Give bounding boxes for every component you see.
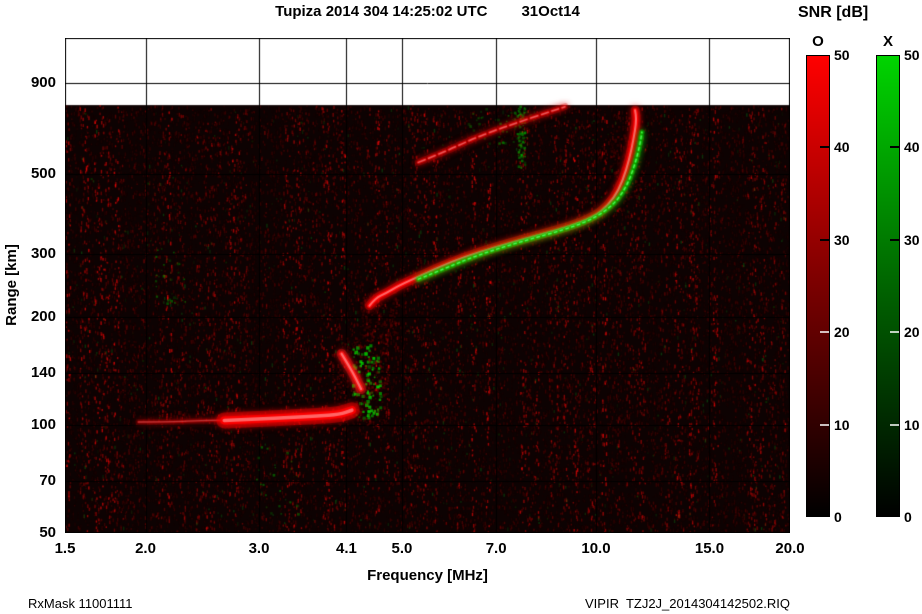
y-axis-tick-label: 100: [30, 416, 56, 434]
o-colorbar-tick-label: 30: [834, 231, 850, 248]
date-text: 31Oct14: [521, 3, 580, 20]
x-colorbar-tick-label: 0: [904, 509, 912, 525]
x-axis-tick-label: 20.0: [775, 540, 805, 557]
x-axis-tick-label: 2.0: [135, 540, 156, 557]
y-axis-tick-label: 300: [30, 244, 56, 262]
ionogram-plot-canvas: [65, 38, 790, 533]
o-colorbar-tick-label: 10: [834, 416, 850, 433]
x-axis-tick-label: 1.5: [54, 540, 76, 557]
x-axis-label: Frequency [MHz]: [367, 567, 488, 584]
y-axis-tick-label: 900: [30, 73, 56, 91]
colorbar-tick-dash: [890, 238, 899, 241]
o-snr-colorbar: [806, 55, 830, 517]
colorbar-tick-dash: [820, 331, 829, 334]
o-colorbar-tick-label: 40: [834, 139, 850, 156]
x-snr-colorbar: [876, 55, 900, 517]
o-colorbar-tick-label: 0: [834, 509, 842, 525]
y-axis-tick-label: 140: [30, 363, 56, 381]
x-colorbar-tick-label: 50: [904, 47, 920, 63]
colorbar-tick-dash: [820, 423, 829, 426]
x-colorbar-tick-label: 30: [904, 231, 920, 248]
o-colorbar-tick-label: 20: [834, 324, 850, 341]
y-axis-tick-label: 500: [30, 165, 56, 183]
rxmask-label: RxMask 11001111: [28, 596, 133, 611]
x-mode-label: X: [882, 33, 893, 50]
colorbar-tick-dash: [890, 423, 899, 426]
colorbar-tick-dash: [820, 238, 829, 241]
colorbar-title: SNR [dB]: [798, 4, 869, 21]
x-colorbar-tick-label: 10: [904, 416, 920, 433]
o-mode-label: O: [812, 33, 824, 50]
title-text: Tupiza 2014 304 14:25:02 UTC: [275, 3, 488, 20]
colorbar-tick-dash: [890, 331, 899, 334]
y-axis-tick-label: 200: [30, 308, 56, 326]
x-axis-tick-label: 3.0: [248, 540, 270, 557]
colorbar-tick-dash: [890, 146, 899, 149]
y-axis-tick-label: 70: [39, 471, 56, 489]
x-axis-tick-label: 7.0: [485, 540, 507, 557]
x-axis-tick-label: 4.1: [336, 540, 357, 557]
y-axis-label: Range [km]: [3, 244, 20, 326]
x-axis-tick-label: 5.0: [391, 540, 413, 557]
x-axis-tick-label: 10.0: [581, 540, 611, 557]
plot-title: Tupiza 2014 304 14:25:02 UTC 31Oct14: [65, 3, 790, 20]
x-colorbar-tick-label: 20: [904, 324, 920, 341]
x-axis-tick-label: 15.0: [694, 540, 725, 557]
o-colorbar-tick-label: 50: [834, 47, 850, 63]
y-axis-tick-label: 50: [39, 524, 56, 541]
colorbar-tick-dash: [820, 146, 829, 149]
filename-label: VIPIR TZJ2J_2014304142502.RIQ: [585, 596, 790, 611]
x-colorbar-tick-label: 40: [904, 139, 920, 156]
